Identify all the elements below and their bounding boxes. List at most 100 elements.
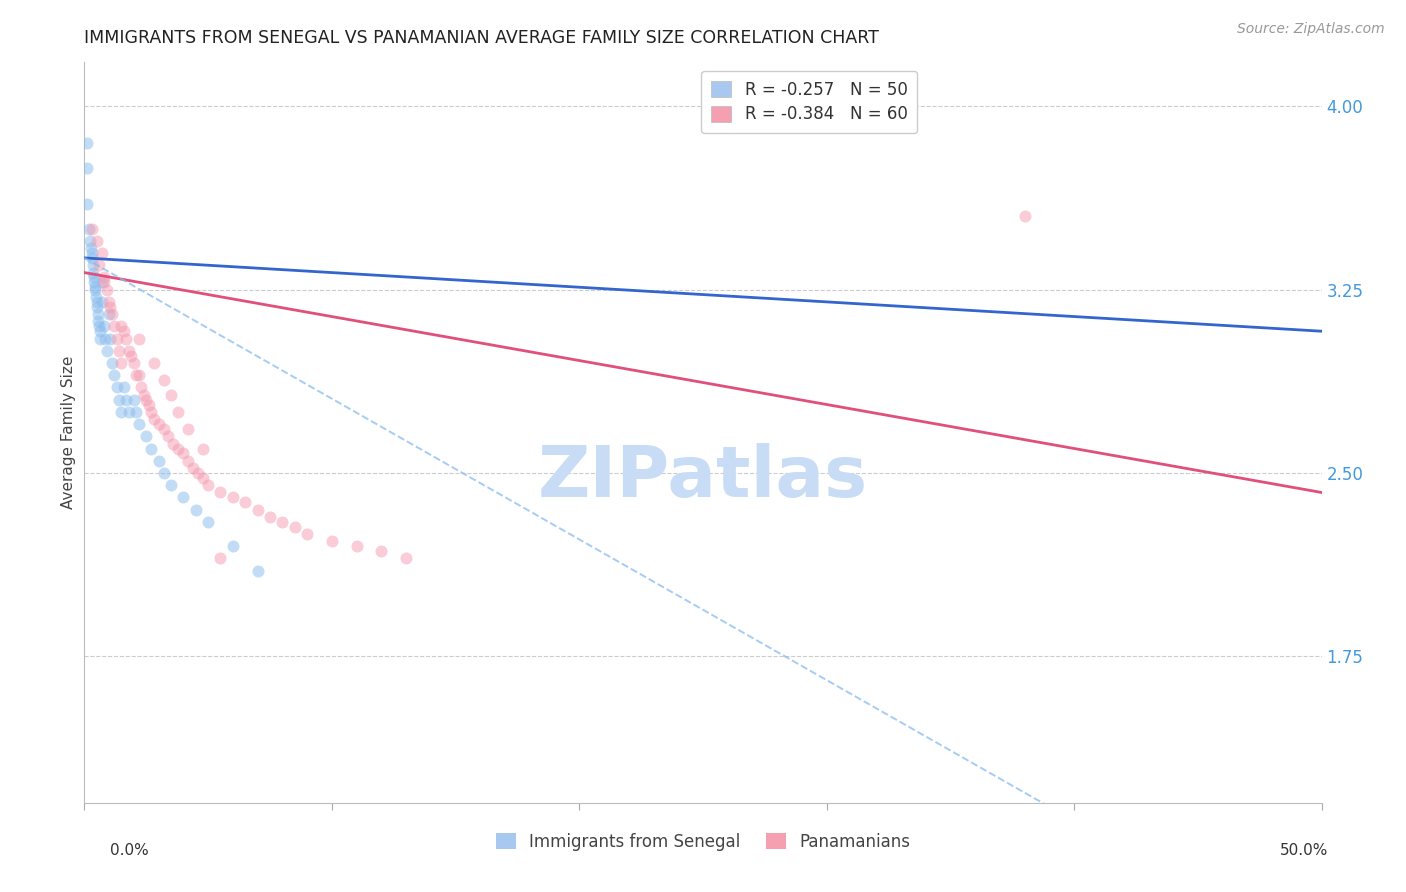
- Text: ZIPatlas: ZIPatlas: [538, 442, 868, 511]
- Point: [98, 294, 121, 309]
- Point: [89, 319, 111, 334]
- Point: [152, 466, 174, 480]
- Point: [96, 283, 118, 297]
- Point: [83, 276, 105, 290]
- Point: [177, 422, 200, 436]
- Point: [118, 405, 141, 419]
- Text: Source: ZipAtlas.com: Source: ZipAtlas.com: [1237, 22, 1385, 37]
- Point: [100, 356, 122, 370]
- Point: [295, 527, 318, 541]
- Point: [160, 388, 183, 402]
- Point: [184, 502, 207, 516]
- Point: [125, 405, 148, 419]
- Point: [84, 290, 107, 304]
- Point: [321, 534, 343, 549]
- Point: [103, 319, 125, 334]
- Point: [209, 551, 232, 566]
- Point: [197, 515, 219, 529]
- Point: [105, 380, 128, 394]
- Point: [191, 442, 214, 456]
- Point: [138, 397, 160, 411]
- Text: IMMIGRANTS FROM SENEGAL VS PANAMANIAN AVERAGE FAMILY SIZE CORRELATION CHART: IMMIGRANTS FROM SENEGAL VS PANAMANIAN AV…: [84, 29, 879, 47]
- Point: [90, 276, 112, 290]
- Point: [80, 221, 103, 235]
- Point: [79, 234, 101, 248]
- Point: [142, 412, 165, 426]
- Point: [86, 294, 108, 309]
- Point: [110, 319, 132, 334]
- Point: [128, 368, 150, 383]
- Point: [89, 258, 111, 272]
- Point: [177, 454, 200, 468]
- Point: [222, 539, 245, 553]
- Legend: Immigrants from Senegal, Panamanians: Immigrants from Senegal, Panamanians: [489, 826, 917, 857]
- Point: [112, 380, 135, 394]
- Point: [76, 197, 98, 211]
- Point: [141, 405, 163, 419]
- Point: [84, 283, 107, 297]
- Point: [105, 332, 128, 346]
- Point: [271, 515, 294, 529]
- Point: [80, 246, 103, 260]
- Point: [160, 478, 183, 492]
- Point: [135, 392, 157, 407]
- Point: [157, 429, 180, 443]
- Point: [172, 446, 194, 460]
- Point: [98, 300, 121, 314]
- Point: [96, 343, 118, 358]
- Point: [209, 485, 232, 500]
- Point: [108, 392, 131, 407]
- Point: [82, 266, 104, 280]
- Point: [87, 307, 110, 321]
- Point: [100, 307, 122, 321]
- Point: [79, 241, 101, 255]
- Point: [162, 436, 184, 450]
- Point: [135, 429, 157, 443]
- Point: [93, 270, 115, 285]
- Y-axis label: Average Family Size: Average Family Size: [60, 356, 76, 509]
- Point: [93, 276, 115, 290]
- Point: [141, 442, 163, 456]
- Point: [187, 466, 209, 480]
- Point: [89, 332, 111, 346]
- Point: [90, 246, 112, 260]
- Point: [91, 294, 114, 309]
- Point: [122, 392, 145, 407]
- Point: [86, 234, 108, 248]
- Point: [112, 324, 135, 338]
- Point: [125, 368, 148, 383]
- Point: [132, 388, 155, 402]
- Point: [246, 502, 269, 516]
- Point: [222, 491, 245, 505]
- Point: [284, 519, 307, 533]
- Point: [148, 454, 170, 468]
- Point: [89, 324, 111, 338]
- Text: 50.0%: 50.0%: [1281, 843, 1329, 858]
- Point: [122, 356, 145, 370]
- Point: [152, 422, 174, 436]
- Point: [142, 356, 165, 370]
- Point: [93, 319, 115, 334]
- Point: [115, 392, 138, 407]
- Point: [233, 495, 256, 509]
- Point: [128, 417, 150, 431]
- Point: [110, 356, 132, 370]
- Point: [395, 551, 418, 566]
- Point: [86, 300, 108, 314]
- Point: [167, 442, 190, 456]
- Point: [76, 161, 98, 175]
- Point: [82, 251, 104, 265]
- Point: [259, 510, 281, 524]
- Point: [370, 544, 392, 558]
- Point: [118, 343, 141, 358]
- Point: [172, 491, 194, 505]
- Point: [79, 221, 101, 235]
- Point: [120, 349, 142, 363]
- Point: [87, 314, 110, 328]
- Point: [98, 332, 121, 346]
- Point: [129, 380, 152, 394]
- Point: [246, 564, 269, 578]
- Point: [152, 373, 174, 387]
- Point: [108, 343, 131, 358]
- Point: [83, 280, 105, 294]
